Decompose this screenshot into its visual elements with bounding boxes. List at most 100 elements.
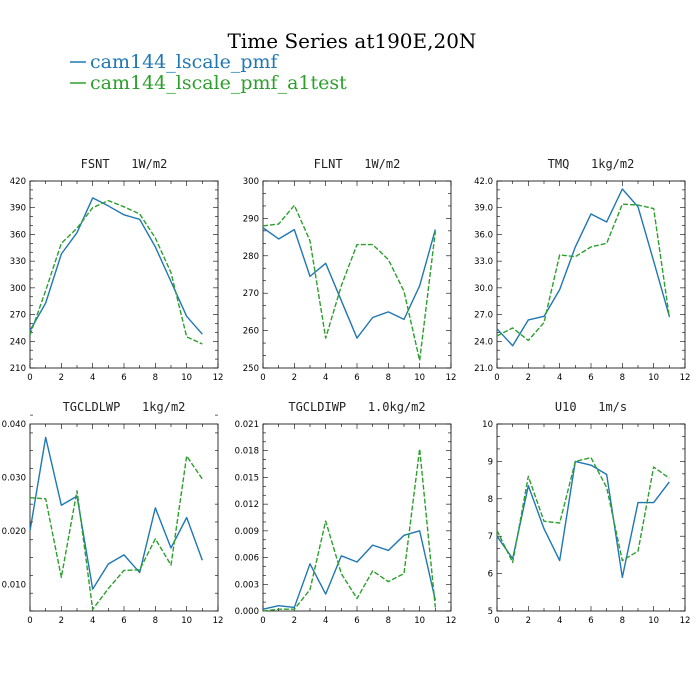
y-tick-label: 27.0 [474, 311, 493, 321]
y-tick-label: 42.0 [474, 177, 493, 187]
y-tick-label: 260 [243, 327, 259, 337]
x-tick-label: 8 [620, 616, 625, 626]
series-line [496, 203, 671, 342]
x-tick-label: 10 [648, 616, 659, 626]
x-tick-label: 2 [292, 616, 297, 626]
x-tick-label: 8 [386, 373, 391, 383]
x-tick-label: 12 [446, 616, 457, 626]
y-tick-label: 290 [243, 214, 259, 224]
x-tick-label: 2 [59, 373, 64, 383]
series-line [29, 436, 203, 590]
x-tick-label: 0 [494, 616, 499, 626]
y-tick-label: 5 [488, 607, 493, 617]
y-tick-label: 7 [488, 532, 493, 542]
x-tick-label: 12 [213, 616, 224, 626]
x-tick-label: 0 [260, 616, 265, 626]
y-tick-label: 0.020 [2, 527, 26, 537]
y-tick-label: 0.000 [235, 607, 259, 617]
plot-frame [29, 423, 219, 612]
x-tick-label: 8 [153, 373, 158, 383]
y-tick-label: 0.030 [2, 473, 26, 483]
x-tick-label: 12 [680, 616, 691, 626]
x-tick-label: 10 [414, 616, 425, 626]
plot-frame [496, 423, 686, 612]
series-line [262, 448, 437, 612]
y-tick-label: 300 [10, 284, 26, 294]
x-tick-label: 10 [414, 373, 425, 383]
legend-item: cam144_lscale_pmf [70, 51, 280, 73]
y-tick-label: 270 [10, 311, 26, 321]
y-tick-label: 0.010 [2, 580, 26, 590]
x-tick-label: 4 [90, 373, 95, 383]
x-tick-label: 6 [588, 373, 593, 383]
plot-frame [262, 423, 452, 612]
y-tick-label: 0.018 [235, 447, 259, 457]
x-tick-label: 4 [557, 373, 562, 383]
y-tick-label: 0.021 [235, 420, 259, 430]
legend: cam144_lscale_pmf cam144_lscale_pmf_a1te… [70, 51, 347, 94]
y-tick-label: 270 [243, 289, 259, 299]
y-tick-label: 0.006 [235, 554, 259, 564]
y-tick-label: 39.0 [474, 204, 493, 214]
y-tick-label: 0.012 [235, 500, 259, 510]
series-line [29, 197, 203, 335]
y-tick-label: 0.015 [235, 473, 259, 483]
x-tick-label: 12 [446, 373, 457, 383]
x-tick-label: 6 [121, 373, 126, 383]
panel-title: U10 1m/s [555, 400, 627, 414]
y-tick-label: 0.040 [2, 420, 26, 430]
series-line [29, 455, 203, 611]
series-line [496, 456, 670, 564]
y-tick-label: 300 [243, 177, 259, 187]
page-title: Time Series at190E,20N [228, 29, 477, 53]
x-tick-label: 6 [354, 373, 359, 383]
x-tick-label: 10 [181, 616, 192, 626]
series-line [262, 204, 437, 362]
chart-panel: U10 1m/s 0 2 4 6 8 10 12 5 6 7 8 9 10 [482, 400, 690, 626]
series-line [29, 199, 203, 345]
chart-panel: TMQ 1kg/m2 0 2 4 6 8 10 12 21.0 24.0 27.0 30.0 33.0 3… [474, 157, 690, 383]
x-tick-label: 4 [90, 616, 95, 626]
y-tick-label: 6 [488, 570, 493, 580]
y-tick-label: 240 [10, 337, 26, 347]
series-line [262, 227, 437, 339]
y-tick-label: 360 [10, 230, 26, 240]
y-tick-label: 0.009 [235, 527, 259, 537]
y-tick-label: 30.0 [474, 284, 493, 294]
legend-label: cam144_lscale_pmf [90, 51, 280, 73]
x-tick-label: 0 [27, 616, 32, 626]
y-tick-label: 330 [10, 257, 26, 267]
legend-label: cam144_lscale_pmf_a1test [90, 72, 347, 94]
x-tick-label: 6 [121, 616, 126, 626]
chart-panel: TGCLDLWP 1kg/m2 0 2 4 6 8 10 12 0.010 0.020 0.030 0… [2, 400, 224, 626]
panel-title: TMQ 1kg/m2 [548, 157, 635, 171]
chart-panel: FSNT 1W/m2 0 2 4 6 8 10 12 210 240 270 300 330 360 390… [10, 157, 224, 383]
y-tick-label: 24.0 [474, 337, 493, 347]
x-tick-label: 2 [526, 373, 531, 383]
x-tick-label: 2 [526, 616, 531, 626]
chart-panels: FSNT 1W/m20 2 4 6 8 10 12210240270300330360390… [2, 157, 691, 626]
x-tick-label: 6 [354, 616, 359, 626]
x-tick-label: 4 [557, 616, 562, 626]
panel-title: FLNT 1W/m2 [314, 157, 401, 171]
x-tick-label: 2 [59, 616, 64, 626]
panel-title: TGCLDLWP 1kg/m2 [63, 400, 186, 414]
y-tick-label: 36.0 [474, 230, 493, 240]
y-tick-label: 420 [10, 177, 26, 187]
y-tick-label: 250 [243, 364, 259, 374]
y-tick-label: 280 [243, 252, 259, 262]
chart-panel: FLNT 1W/m2 0 2 4 6 8 10 12 250 260 270 280 290 300 [243, 157, 457, 383]
x-tick-label: 0 [27, 373, 32, 383]
plot-frame [29, 180, 219, 369]
x-tick-label: 12 [680, 373, 691, 383]
y-tick-label: 210 [10, 364, 26, 374]
panel-title: FSNT 1W/m2 [81, 157, 168, 171]
x-tick-label: 2 [292, 373, 297, 383]
y-tick-label: 390 [10, 204, 26, 214]
x-tick-label: 12 [213, 373, 224, 383]
y-tick-label: 8 [488, 495, 493, 505]
y-tick-label: 33.0 [474, 257, 493, 267]
series-line [496, 188, 671, 347]
y-tick-label: 10 [482, 420, 493, 430]
